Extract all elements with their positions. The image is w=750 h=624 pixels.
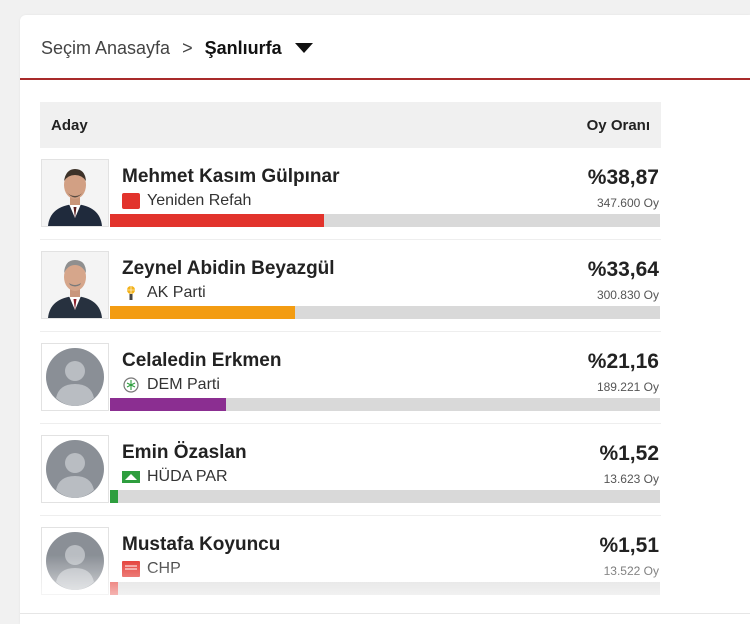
vote-share-bar (110, 306, 660, 319)
candidate-vote-count: 13.623 Oy (603, 472, 659, 486)
candidate-party: CHP (122, 560, 181, 578)
candidate-photo-placeholder (41, 435, 109, 503)
row-divider (40, 331, 661, 332)
chp-logo-icon (122, 561, 140, 577)
candidate-row[interactable]: Mustafa Koyuncu CHP %1,51 13.522 Oy (40, 516, 661, 608)
candidate-photo-placeholder (41, 343, 109, 411)
candidate-vote-percent: %33,64 (587, 258, 659, 281)
candidate-vote-count: 347.600 Oy (596, 196, 659, 210)
column-header-candidate: Aday (51, 116, 88, 134)
vote-share-bar-fill (110, 398, 227, 411)
candidate-party-name: HÜDA PAR (147, 468, 228, 485)
candidate-party: DEM Parti (122, 376, 220, 394)
table-header: Aday Oy Oranı (40, 102, 661, 148)
candidate-vote-count: 189.221 Oy (596, 380, 659, 394)
candidate-name: Mehmet Kasım Gülpınar (122, 166, 340, 187)
row-divider (40, 239, 661, 240)
row-divider (40, 515, 661, 516)
candidate-row[interactable]: Celaledin Erkmen DEM Parti %21,16 189.22… (40, 332, 661, 424)
candidate-photo (41, 251, 109, 319)
candidate-name: Zeynel Abidin Beyazgül (122, 258, 335, 279)
candidate-party: HÜDA PAR (122, 468, 228, 486)
candidate-row[interactable]: Emin Özaslan HÜDA PAR %1,52 13.623 Oy (40, 424, 661, 516)
row-divider (40, 423, 661, 424)
candidate-row[interactable]: Mehmet Kasım Gülpınar Yeniden Refah %38,… (40, 148, 661, 240)
candidate-party-name: DEM Parti (147, 376, 220, 393)
candidate-name: Celaledin Erkmen (122, 350, 282, 371)
candidate-vote-percent: %38,87 (587, 166, 659, 189)
breadcrumb: Seçim Anasayfa > Şanlıurfa (41, 37, 313, 59)
results-table: Aday Oy Oranı Mehmet Kasım Gülpınar (40, 102, 661, 608)
card-bottom-divider (20, 613, 750, 614)
vote-share-bar-fill (110, 490, 119, 503)
candidate-vote-count: 300.830 Oy (596, 288, 659, 302)
vote-share-bar-fill (110, 214, 324, 227)
vote-share-bar-fill (110, 582, 119, 595)
candidate-name: Mustafa Koyuncu (122, 534, 281, 555)
candidate-vote-percent: %21,16 (587, 350, 659, 373)
yeniden-refah-logo-icon (122, 193, 140, 209)
breadcrumb-current-city[interactable]: Şanlıurfa (204, 37, 282, 58)
candidate-party-name: Yeniden Refah (147, 192, 252, 209)
vote-share-bar (110, 490, 660, 503)
city-dropdown-caret-icon[interactable] (294, 43, 313, 53)
dem-parti-logo-icon (122, 377, 140, 393)
vote-share-bar-fill (110, 306, 296, 319)
header-divider (20, 78, 750, 80)
results-card: Seçim Anasayfa > Şanlıurfa Aday Oy Oranı (20, 15, 750, 624)
candidate-party-name: CHP (147, 560, 181, 577)
huda-par-logo-icon (122, 469, 140, 485)
vote-share-bar (110, 398, 660, 411)
column-header-vote-rate: Oy Oranı (586, 116, 650, 134)
candidate-vote-percent: %1,52 (599, 442, 659, 465)
candidate-name: Emin Özaslan (122, 442, 247, 463)
candidate-party: Yeniden Refah (122, 192, 251, 210)
candidate-party: AK Parti (122, 284, 206, 302)
breadcrumb-separator: > (182, 37, 193, 58)
candidate-vote-count: 13.522 Oy (603, 564, 659, 578)
candidate-party-name: AK Parti (147, 284, 206, 301)
candidate-vote-percent: %1,51 (599, 534, 659, 557)
vote-share-bar (110, 214, 660, 227)
vote-share-bar (110, 582, 660, 595)
candidate-photo-placeholder (41, 527, 109, 595)
breadcrumb-home-link[interactable]: Seçim Anasayfa (41, 37, 171, 58)
candidate-photo (41, 159, 109, 227)
candidate-row[interactable]: Zeynel Abidin Beyazgül AK Parti %33,64 3… (40, 240, 661, 332)
ak-parti-logo-icon (122, 285, 140, 301)
